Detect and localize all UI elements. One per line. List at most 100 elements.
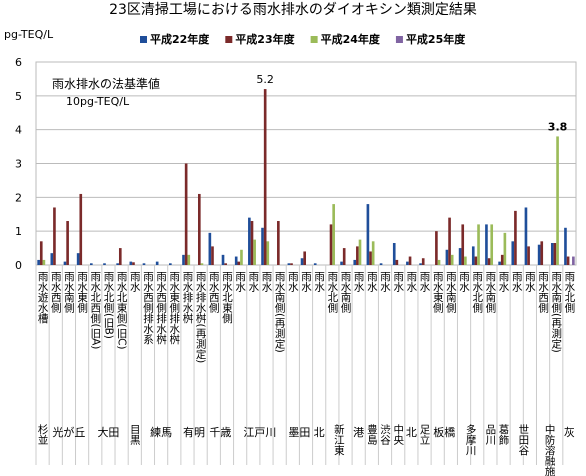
x-tick-label: 雨水排水桝 xyxy=(181,271,193,324)
x-tick-label: 雨水 xyxy=(313,271,325,292)
bar xyxy=(253,239,256,265)
bar xyxy=(53,207,56,265)
bar xyxy=(37,259,40,265)
bar xyxy=(371,241,375,265)
group-label: 葛飾 xyxy=(498,423,510,446)
x-tick-label: 雨水北側 xyxy=(471,271,483,313)
bar xyxy=(471,246,475,265)
bar xyxy=(340,261,343,265)
bar xyxy=(211,246,214,265)
bar xyxy=(450,254,454,265)
legend-label: 平成25年度 xyxy=(406,32,466,46)
bar xyxy=(63,261,67,265)
bar xyxy=(392,243,396,265)
bar xyxy=(537,244,541,265)
group-label: 豊島 xyxy=(366,423,378,446)
bar xyxy=(142,263,146,265)
bar xyxy=(408,256,412,265)
data-label: 5.2 xyxy=(256,73,274,86)
x-tick-label: 雨水北東側(旧C) xyxy=(116,271,128,350)
x-tick-label: 雨水 xyxy=(260,271,272,292)
bar xyxy=(261,227,264,265)
bar xyxy=(553,243,557,265)
x-tick-label: 雨水北東側 xyxy=(221,271,233,324)
x-tick-label: 雨水西側 xyxy=(208,271,220,313)
bar xyxy=(550,243,554,265)
annotation: 雨水排水の法基準値 xyxy=(52,76,160,91)
x-tick-label: 雨水 xyxy=(405,271,417,292)
bar xyxy=(234,256,238,265)
x-tick-label: 雨水 xyxy=(379,271,391,292)
bar xyxy=(287,263,291,265)
legend-swatch xyxy=(395,36,403,43)
legend-label: 平成22年度 xyxy=(150,32,210,46)
y-tick-label: 1 xyxy=(15,225,22,238)
bar xyxy=(511,241,515,265)
x-tick-label: 雨水東側 xyxy=(76,271,88,313)
group-label: 中防溶融施設 xyxy=(544,423,556,476)
bar xyxy=(303,251,306,265)
bar xyxy=(116,263,119,265)
bar xyxy=(498,261,501,265)
x-tick-label: 雨水 xyxy=(392,271,404,292)
legend-label: 平成23年度 xyxy=(235,32,295,46)
bar xyxy=(435,231,438,265)
bar xyxy=(39,241,43,265)
bar xyxy=(566,256,570,265)
bar xyxy=(182,254,185,265)
x-tick-label: 雨水東側排水桝 xyxy=(168,271,180,345)
bar xyxy=(132,262,135,265)
bar xyxy=(379,263,383,265)
group-label: 墨田 xyxy=(288,426,310,439)
bar xyxy=(503,232,507,265)
group-label: 港 xyxy=(353,426,364,439)
y-tick-label: 3 xyxy=(15,158,22,171)
bar xyxy=(524,207,528,265)
group-label: 北 xyxy=(406,426,417,439)
group-label: 有明 xyxy=(183,425,205,439)
y-tick-label: 2 xyxy=(15,191,22,204)
bar xyxy=(329,224,333,265)
x-tick-label: 雨水南側 xyxy=(63,271,75,313)
bar xyxy=(487,258,491,265)
bar xyxy=(221,254,225,265)
bar xyxy=(208,232,212,265)
bar xyxy=(90,263,93,265)
group-label: 練馬 xyxy=(150,425,172,439)
group-label: 北 xyxy=(314,426,325,439)
legend-swatch xyxy=(310,36,318,43)
bar xyxy=(514,210,517,265)
x-tick-label: 雨水北西側(旧A) xyxy=(89,271,101,349)
bar xyxy=(313,263,317,265)
bar xyxy=(332,204,335,265)
y-tick-label: 5 xyxy=(15,90,22,103)
x-tick-label: 雨水南側(再測定) xyxy=(274,271,286,353)
x-tick-label: 雨水西側 xyxy=(537,271,549,313)
data-label: 3.8 xyxy=(548,120,568,133)
x-tick-label: 雨水西側 xyxy=(50,271,62,313)
bar xyxy=(42,259,46,265)
bar xyxy=(79,193,83,265)
group-label: 足立 xyxy=(419,424,431,445)
x-tick-label: 雨水東側 xyxy=(432,271,444,313)
bar xyxy=(169,263,172,265)
bar xyxy=(445,249,449,265)
x-tick-label: 雨水北側 xyxy=(563,271,575,313)
group-label: 板橋 xyxy=(433,425,455,439)
bar xyxy=(250,221,254,265)
x-tick-label: 雨水南側 xyxy=(340,271,352,313)
x-tick-label: 雨水排水桝(再測定) xyxy=(195,271,207,363)
group-label: 杉並 xyxy=(37,423,49,445)
legend-swatch xyxy=(225,36,233,43)
group-label: 江戸川 xyxy=(243,426,276,439)
bar xyxy=(200,263,204,265)
x-tick-label: 雨水 xyxy=(511,271,523,292)
x-tick-label: 雨水 xyxy=(366,271,378,292)
x-tick-label: 雨水 xyxy=(234,271,246,292)
bar xyxy=(437,259,441,265)
x-tick-label: 雨水西側排水桝 xyxy=(155,271,167,345)
bar xyxy=(358,239,362,265)
legend-swatch xyxy=(140,36,147,43)
chart-title: 23区清掃工場における雨水排水のダイオキシン類測定結果 xyxy=(109,1,477,18)
